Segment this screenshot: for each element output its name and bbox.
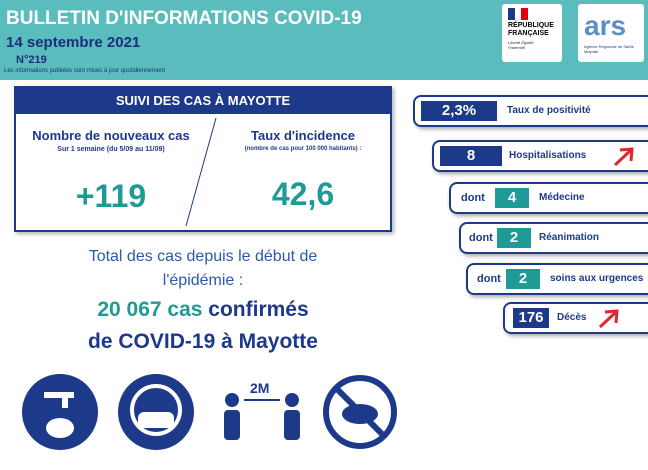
value-box: 2,3% <box>421 101 497 121</box>
prefix: dont <box>461 192 485 204</box>
date: 14 septembre 2021 <box>6 34 141 51</box>
total-line2: l'épidémie : <box>162 272 244 289</box>
arrow-up <box>598 309 619 329</box>
incidence-value: 42,6 <box>271 176 335 212</box>
indicator-label: soins aux urgences <box>550 273 644 284</box>
panel: SUIVI DES CAS À MAYOTTE Nombre de nouvea… <box>14 86 392 232</box>
divider <box>185 117 217 227</box>
indicator-reanimation: dont 2 Réanimation <box>459 222 648 254</box>
total-count: 20 067 cas <box>97 298 203 321</box>
title: BULLETIN D'INFORMATIONS COVID-19 <box>6 8 362 29</box>
indicator-label: Taux de positivité <box>507 105 591 116</box>
indicator-positivity: 2,3% Taux de positivité <box>413 95 648 127</box>
new-cases-value: +119 <box>75 178 147 214</box>
icon-no-handshake <box>323 375 397 449</box>
republique-text: RÉPUBLIQUE FRANÇAISE <box>508 22 554 37</box>
indicator-label: Médecine <box>539 192 585 203</box>
ars-sub: Agence Régionale de Santé Mayotte <box>584 44 634 54</box>
value-box: 8 <box>440 146 502 166</box>
icon-mask <box>118 374 194 450</box>
total-line4: de COVID-19 à Mayotte <box>88 330 318 353</box>
prefix: dont <box>477 273 501 285</box>
flag <box>508 8 528 20</box>
icons <box>22 374 397 450</box>
icon-handwash <box>22 374 98 450</box>
indicator-label: Réanimation <box>539 232 600 243</box>
incidence-sub: (nombre de cas pour 100 000 habitants) : <box>244 146 362 152</box>
distance-label: 2M <box>250 380 270 396</box>
bulletin-number: N°219 <box>16 54 47 66</box>
icon-distance <box>224 393 300 440</box>
logo-republique: RÉPUBLIQUE FRANÇAISE Liberté Égalité Fra… <box>502 4 562 62</box>
ars-text: ars <box>584 10 627 41</box>
motto: Liberté Égalité Fraternité <box>508 40 534 50</box>
prefix: dont <box>469 232 493 244</box>
value-box: 2 <box>506 269 540 289</box>
incidence-label: Taux d'incidence <box>251 128 355 143</box>
panel-title: SUIVI DES CAS À MAYOTTE <box>16 88 390 114</box>
indicator-label: Décès <box>557 312 587 323</box>
new-cases-sub: Sur 1 semaine (du 5/09 au 11/09) <box>57 146 165 153</box>
indicator-medecine: dont 4 Médecine <box>449 182 648 214</box>
indicator-label: Hospitalisations <box>509 150 587 161</box>
new-cases-label: Nombre de nouveaux cas <box>32 128 190 143</box>
logo-ars: ars Agence Régionale de Santé Mayotte <box>578 4 644 62</box>
total-confirmed: confirmés <box>202 298 309 321</box>
note: Les informations publiées sont mises à j… <box>4 68 166 74</box>
value-box: 2 <box>497 228 531 248</box>
indicator-hospital: 8 Hospitalisations <box>432 140 648 172</box>
value-box: 176 <box>513 308 549 328</box>
indicator-deces: 176 Décès <box>503 302 648 334</box>
value-box: 4 <box>495 188 529 208</box>
total-line1: Total des cas depuis le début de <box>88 248 318 265</box>
indicator-urgences: dont 2 soins aux urgences <box>466 263 648 295</box>
total-line3: 20 067 cas confirmés <box>14 298 392 322</box>
arrow-up <box>613 147 634 167</box>
